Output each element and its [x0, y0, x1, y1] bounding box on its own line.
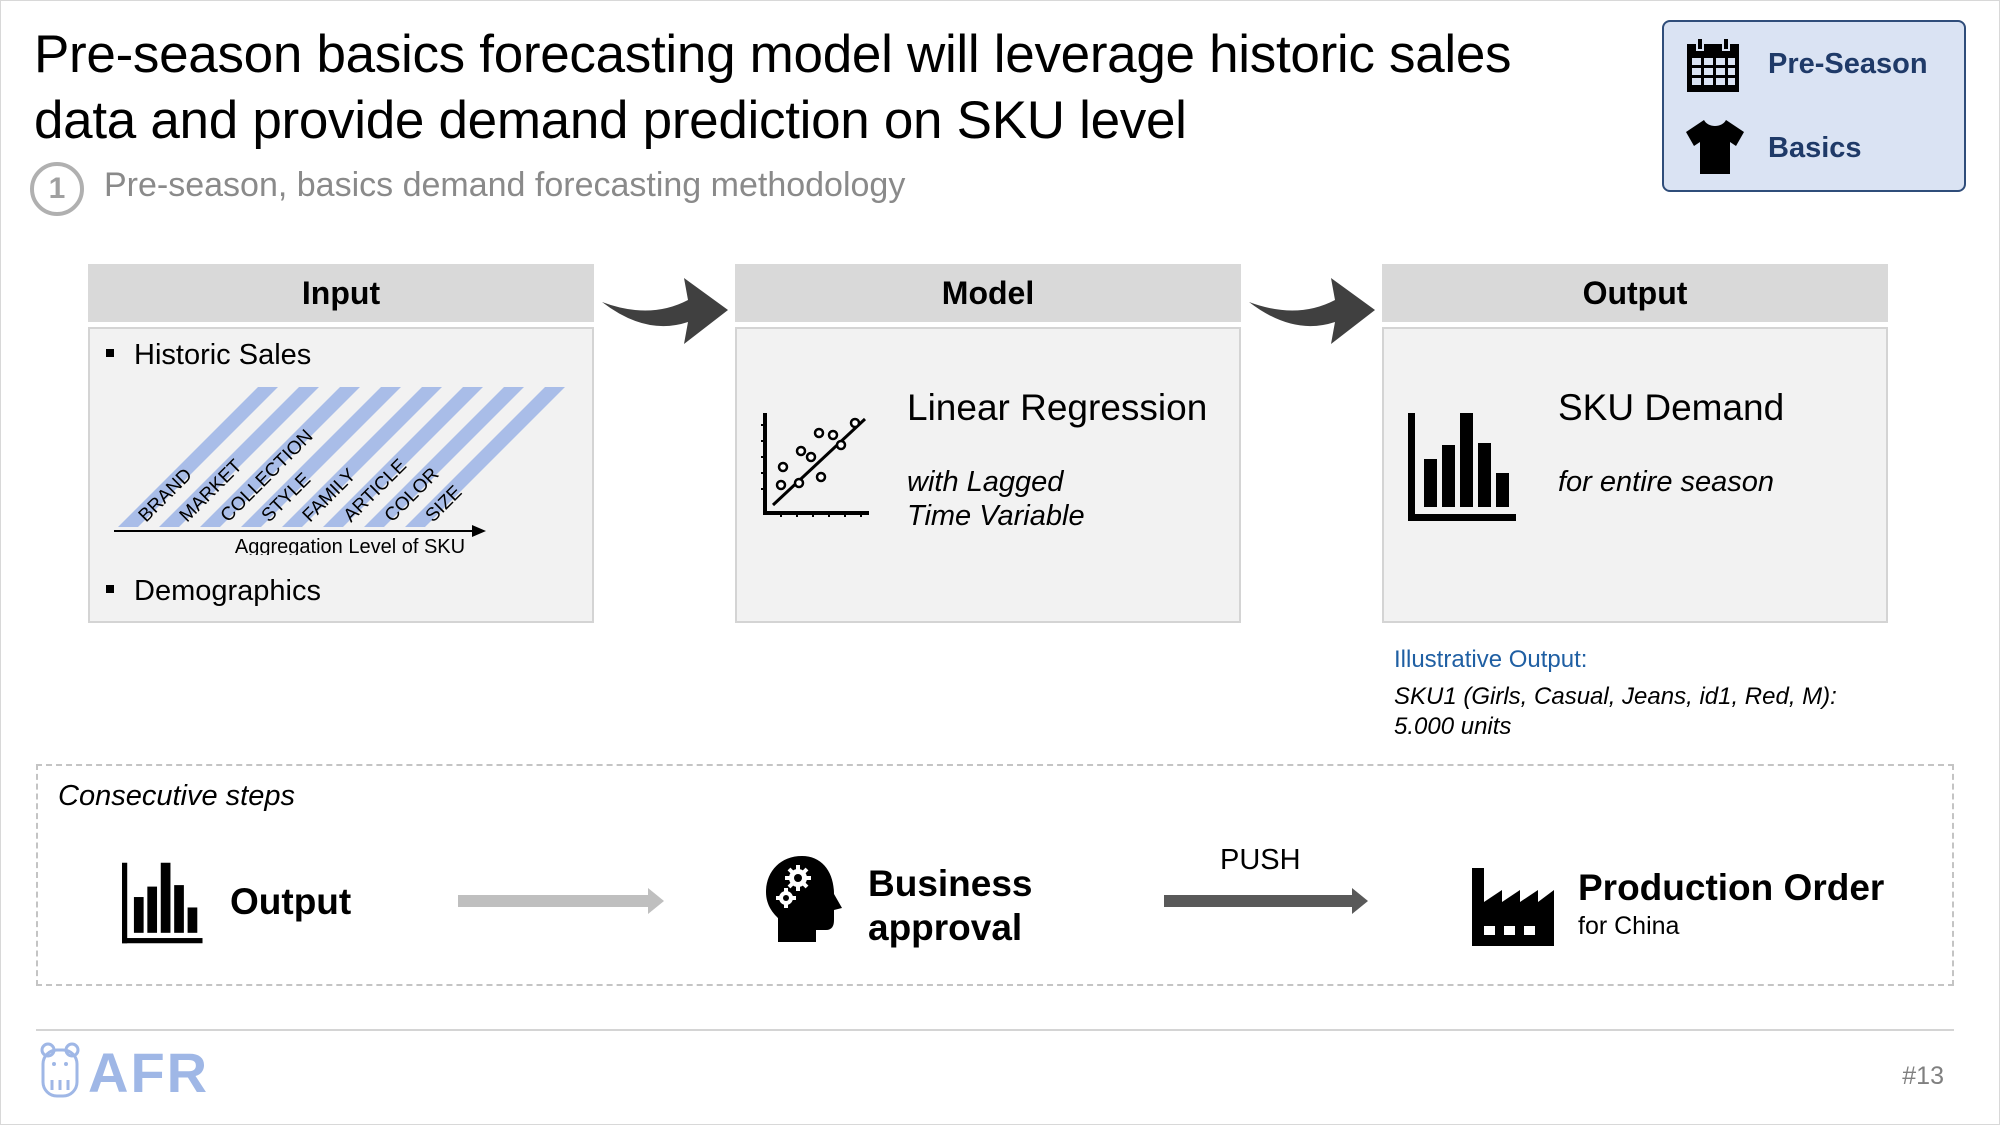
mascot-logo-icon: [40, 1042, 80, 1098]
axis-arrowhead: [472, 525, 486, 537]
aggregation-stripes: BRANDMARKETCOLLECTIONSTYLEFAMILYARTICLEC…: [118, 387, 565, 527]
factory-icon: [1472, 868, 1554, 946]
illustrative-output-line-2: 5.000 units: [1394, 713, 1512, 740]
step-arrow-light: [458, 888, 664, 914]
bullet-historic-sales: Historic Sales: [106, 339, 311, 372]
illustrative-output-line-1: SKU1 (Girls, Casual, Jeans, id1, Red, M)…: [1394, 683, 1837, 710]
model-subtitle: with Lagged Time Variable: [907, 465, 1085, 533]
step-business-approval-label: Business approval: [868, 862, 1033, 950]
demographics-label: Demographics: [134, 575, 321, 607]
aggregation-stripe: [282, 387, 442, 527]
output-bar-chart-icon: [122, 862, 203, 944]
flow-arrow-model-to-output: [1249, 278, 1375, 344]
aggregation-stripe: [118, 387, 278, 527]
flow-arrow-input-to-model: [602, 278, 728, 344]
step-production-order-sub: for China: [1578, 912, 1680, 940]
aggregation-stripe: [405, 387, 565, 527]
footer-divider: [36, 1029, 1954, 1031]
business-approval-line-2: approval: [868, 907, 1023, 948]
aggregation-level-diagram: BRANDMARKETCOLLECTIONSTYLEFAMILYARTICLEC…: [114, 387, 565, 555]
bar-chart-icon: [1408, 413, 1516, 521]
business-approval-line-1: Business: [868, 863, 1033, 904]
aggregation-axis-label: Aggregation Level of SKU: [235, 536, 465, 555]
page-title: Pre-season basics forecasting model will…: [34, 22, 1634, 154]
step-output-label: Output: [230, 881, 352, 922]
brain-gears-icon: [766, 856, 842, 942]
aggregation-stripe: [159, 387, 319, 527]
input-panel: Historic Sales BRAND MARKET COLLECTION STYL…: [88, 327, 594, 623]
calendar-icon: [1687, 37, 1739, 92]
title-line-1: Pre-season basics forecasting model will…: [34, 25, 1512, 84]
output-panel: SKU Demand for entire season: [1382, 327, 1888, 623]
consecutive-steps-title: Consecutive steps: [58, 780, 295, 812]
aggregation-stripe: [323, 387, 483, 527]
step-arrow-push: [1164, 888, 1368, 914]
model-subtitle-line-1: with Lagged: [907, 466, 1064, 498]
model-header: Model: [735, 264, 1241, 322]
afr-logo: AFR: [88, 1041, 210, 1104]
input-header: Input: [88, 264, 594, 322]
model-subtitle-line-2: Time Variable: [907, 500, 1085, 532]
bullet-demographics: Demographics: [106, 575, 321, 608]
output-subtitle: for entire season: [1558, 466, 1775, 498]
scatter-plot-icon: [761, 413, 869, 517]
tshirt-icon: [1686, 120, 1744, 174]
push-label: PUSH: [1220, 844, 1301, 876]
consecutive-steps-box: [36, 764, 1954, 986]
section-number-badge: 1: [30, 162, 84, 216]
category-badge: Pre-Season Basics: [1662, 20, 1966, 192]
page-subtitle: Pre-season, basics demand forecasting me…: [104, 166, 906, 204]
badge-pre-season-label: Pre-Season: [1768, 48, 1928, 80]
aggregation-stripe: [200, 387, 360, 527]
historic-sales-label: Historic Sales: [134, 339, 312, 371]
page-number: #13: [1902, 1062, 1944, 1090]
step-production-order-label: Production Order: [1578, 867, 1885, 908]
illustrative-output-heading: Illustrative Output:: [1394, 646, 1588, 673]
title-line-2: data and provide demand prediction on SK…: [34, 91, 1187, 150]
output-title: SKU Demand: [1558, 387, 1785, 428]
illustrative-output-text: SKU1 (Girls, Casual, Jeans, id1, Red, M)…: [1394, 682, 1914, 742]
aggregation-stripe: [364, 387, 524, 527]
model-title: Linear Regression: [907, 387, 1208, 428]
badge-basics-label: Basics: [1768, 132, 1862, 164]
model-panel: Linear Regression with Lagged Time Varia…: [735, 327, 1241, 623]
output-header: Output: [1382, 264, 1888, 322]
aggregation-stripe: [241, 387, 401, 527]
